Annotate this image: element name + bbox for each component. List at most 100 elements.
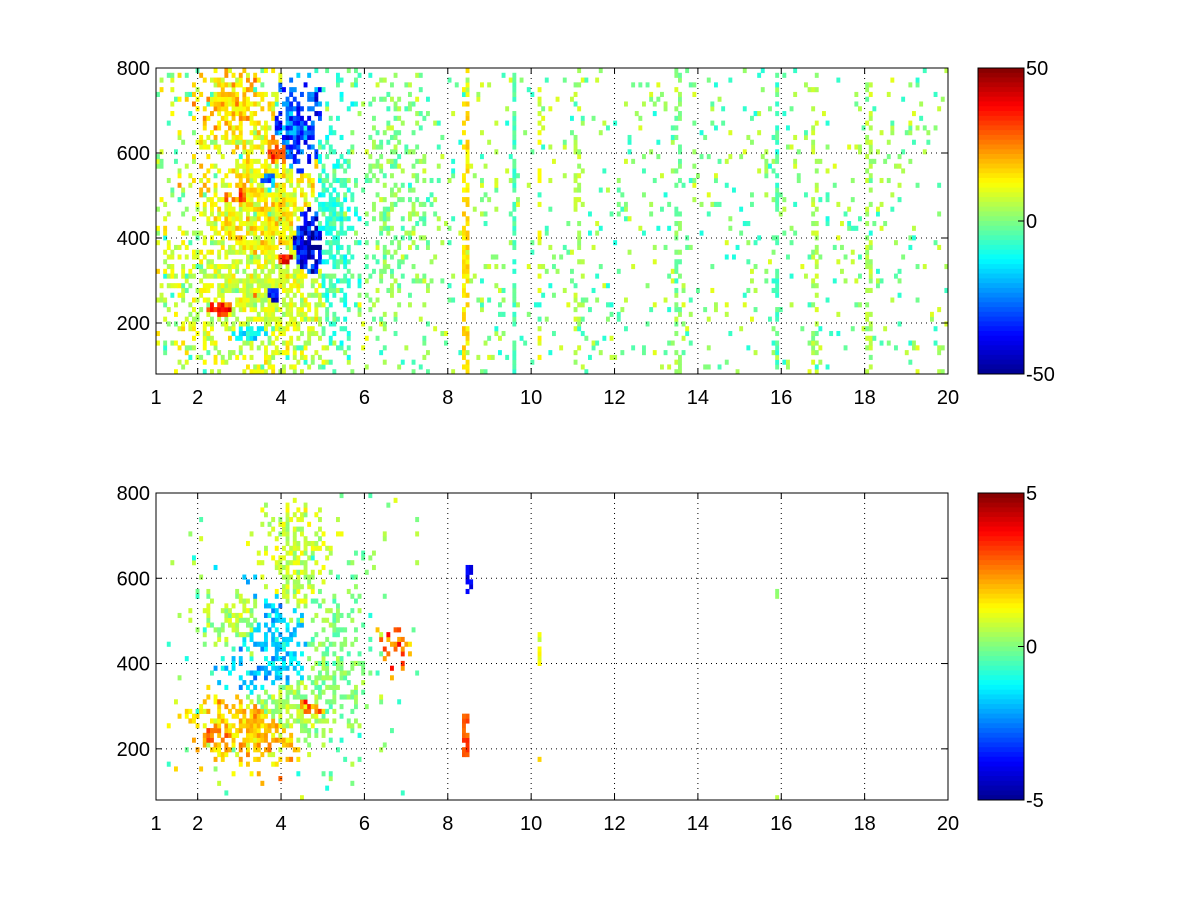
heatmap-cell bbox=[318, 660, 322, 666]
heatmap-cell bbox=[314, 350, 319, 356]
heatmap-cell bbox=[256, 287, 261, 294]
heatmap-cell bbox=[220, 134, 225, 141]
heatmap-cell bbox=[364, 292, 369, 298]
heatmap-cell bbox=[573, 91, 578, 97]
heatmap-cell bbox=[577, 68, 582, 74]
heatmap-cell bbox=[836, 235, 841, 241]
heatmap-cell bbox=[238, 115, 243, 121]
heatmap-cell bbox=[292, 497, 297, 503]
heatmap-cell bbox=[382, 96, 387, 102]
heatmap-cell bbox=[397, 699, 402, 705]
heatmap-cell bbox=[264, 225, 268, 231]
heatmap-cell bbox=[264, 512, 268, 518]
heatmap-cell bbox=[465, 154, 470, 160]
heatmap-cell bbox=[336, 345, 340, 351]
heatmap-cell bbox=[217, 699, 222, 705]
heatmap-cell bbox=[246, 101, 250, 107]
heatmap-cell bbox=[274, 201, 279, 207]
heatmap-cell bbox=[735, 244, 740, 250]
heatmap-cell bbox=[570, 115, 574, 121]
heatmap-cell bbox=[192, 254, 196, 260]
heatmap-cell bbox=[616, 316, 621, 322]
heatmap-cell bbox=[271, 680, 276, 686]
heatmap-cell bbox=[559, 345, 564, 351]
heatmap-cell bbox=[321, 540, 326, 547]
heatmap-cell bbox=[465, 713, 470, 719]
heatmap-cell bbox=[206, 177, 211, 184]
heatmap-cell bbox=[238, 206, 243, 212]
heatmap-cell bbox=[264, 723, 268, 729]
heatmap-cell bbox=[231, 206, 236, 212]
heatmap-cell bbox=[541, 106, 546, 112]
heatmap-cell bbox=[786, 144, 790, 150]
heatmap-cell bbox=[231, 221, 236, 227]
heatmap-cell bbox=[397, 264, 402, 270]
heatmap-cell bbox=[724, 302, 729, 308]
heatmap-cell bbox=[289, 307, 294, 313]
heatmap-cell bbox=[238, 345, 243, 351]
heatmap-cell bbox=[890, 77, 895, 83]
heatmap-cell bbox=[289, 91, 294, 97]
heatmap-cell bbox=[235, 354, 240, 360]
colorbar-tick-label: -5 bbox=[1026, 790, 1044, 812]
heatmap-cell bbox=[462, 259, 466, 265]
heatmap-cell bbox=[206, 732, 211, 738]
heatmap-cell bbox=[681, 287, 686, 294]
heatmap-cell bbox=[249, 656, 254, 662]
heatmap-cell bbox=[462, 326, 466, 332]
heatmap-cell bbox=[249, 115, 254, 121]
heatmap-cell bbox=[501, 72, 506, 78]
heatmap-cell bbox=[285, 512, 290, 518]
heatmap-cell bbox=[188, 182, 193, 188]
heatmap-cell bbox=[249, 259, 254, 265]
heatmap-cell bbox=[573, 197, 578, 203]
heatmap-cell bbox=[336, 235, 340, 241]
heatmap-cell bbox=[516, 201, 520, 207]
heatmap-cell bbox=[480, 177, 484, 184]
heatmap-cell bbox=[318, 225, 322, 231]
heatmap-cell bbox=[213, 273, 218, 279]
heatmap-cell bbox=[343, 273, 348, 279]
heatmap-cell bbox=[238, 259, 243, 265]
heatmap-cell bbox=[264, 622, 268, 628]
heatmap-cell bbox=[746, 345, 751, 351]
heatmap-cell bbox=[260, 732, 265, 738]
heatmap-cell bbox=[267, 340, 272, 346]
heatmap-cell bbox=[267, 244, 272, 250]
heatmap-cell bbox=[210, 283, 214, 289]
heatmap-cell bbox=[267, 249, 272, 255]
heatmap-cell bbox=[300, 665, 304, 671]
heatmap-cell bbox=[231, 259, 236, 265]
heatmap-cell bbox=[271, 158, 276, 164]
heatmap-cell bbox=[264, 545, 268, 551]
heatmap-cell bbox=[494, 187, 499, 193]
heatmap-cell bbox=[782, 72, 787, 78]
heatmap-cell bbox=[242, 249, 247, 255]
heatmap-cell bbox=[310, 125, 315, 131]
heatmap-cell bbox=[325, 708, 330, 714]
heatmap-cell bbox=[346, 158, 351, 164]
heatmap-cell bbox=[350, 761, 355, 767]
heatmap-cell bbox=[325, 675, 330, 681]
heatmap-cell bbox=[220, 302, 225, 308]
heatmap-cell bbox=[307, 235, 312, 241]
heatmap-cell bbox=[393, 316, 398, 322]
heatmap-cell bbox=[343, 297, 348, 303]
heatmap-cell bbox=[256, 278, 261, 284]
heatmap-cell bbox=[228, 708, 232, 714]
heatmap-cell bbox=[350, 192, 355, 198]
heatmap-cell bbox=[274, 149, 279, 155]
heatmap-cell bbox=[206, 603, 211, 609]
heatmap-cell bbox=[339, 221, 344, 227]
heatmap-cell bbox=[375, 335, 380, 341]
colorbar-step bbox=[978, 106, 1024, 112]
heatmap-cell bbox=[494, 254, 499, 260]
heatmap-cell bbox=[321, 163, 326, 169]
heatmap-cell bbox=[386, 211, 391, 217]
heatmap-cell bbox=[472, 173, 477, 179]
heatmap-cell bbox=[357, 311, 362, 317]
heatmap-cell bbox=[296, 106, 301, 112]
heatmap-cell bbox=[249, 627, 254, 633]
heatmap-cell bbox=[372, 125, 376, 131]
heatmap-cell bbox=[231, 211, 236, 217]
